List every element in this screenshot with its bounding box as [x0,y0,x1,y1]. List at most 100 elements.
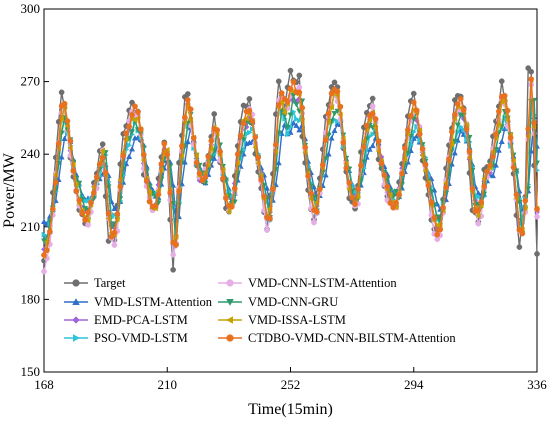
data-point [140,151,147,158]
data-point [55,140,62,147]
data-point [272,141,279,148]
data-point [489,172,497,179]
legend-item: VMD-LSTM-Attention [64,295,213,309]
data-point [294,116,300,123]
data-point [352,201,358,207]
data-point [454,122,461,129]
data-point [263,185,271,191]
data-point [111,242,118,248]
data-point [422,161,429,168]
series-group [40,65,541,275]
data-point [493,131,499,137]
data-point [346,179,353,186]
data-point [41,268,47,275]
data-point [287,67,294,74]
data-point [44,247,50,254]
data-point [481,183,488,190]
data-point [246,96,253,102]
data-point [495,121,502,128]
data-point [431,214,438,221]
data-point [152,202,159,209]
data-point [434,231,441,238]
data-point [237,133,244,139]
data-point [507,134,514,141]
data-point [454,101,461,107]
data-point [64,118,71,124]
data-point [375,138,382,145]
data-point [193,160,200,166]
data-point [466,148,473,155]
data-point [264,227,270,233]
data-point [226,279,234,287]
data-point [516,199,523,206]
data-point [457,96,464,102]
data-point [525,126,532,132]
data-point [202,174,209,180]
data-point [484,168,490,175]
data-point [126,142,133,149]
y-tick-label: 300 [21,1,41,16]
data-point [231,199,238,206]
legend-label: VMD-CNN-LSTM-Attention [248,276,397,290]
data-point [478,199,485,205]
data-point [88,199,94,206]
data-point [275,102,282,108]
data-point [475,207,482,214]
data-point [146,198,153,205]
data-point [296,126,303,133]
data-point [428,199,435,206]
legend-label: CTDBO-VMD-CNN-BILSTM-Attention [248,331,456,345]
data-point [325,150,332,157]
legend: Target VMD-CNN-LSTM-Attention VMD-LSTM-Att… [64,276,456,345]
data-point [105,210,112,217]
data-point [328,90,335,97]
data-point [516,226,523,233]
data-point [531,120,537,126]
legend-item: VMD-CNN-GRU [218,295,338,309]
x-tick-label: 168 [34,377,54,392]
data-point [487,162,493,169]
data-point [275,78,282,85]
data-point [378,160,385,167]
data-point [475,212,481,219]
data-point [72,279,80,287]
data-point [311,219,317,226]
data-point [126,123,132,130]
data-point [302,144,309,151]
data-point [270,186,276,193]
data-point [243,115,249,122]
data-point [155,191,162,198]
data-point [184,97,191,103]
data-point [137,126,144,133]
data-point [158,161,165,167]
data-point [496,108,502,115]
y-tick-label: 180 [21,291,41,306]
data-point [451,149,458,156]
data-point [498,138,505,145]
data-point [322,137,329,144]
data-point [525,186,532,192]
data-point [167,189,174,196]
series-ctdbo-vmd-cnn-bilstm-attention [41,76,540,258]
data-point [349,194,355,201]
data-point [370,131,376,138]
data-point [47,228,53,235]
legend-item: EMD-PCA-LSTM [64,313,188,327]
data-point [179,143,185,149]
data-point [52,179,59,186]
legend-label: EMD-PCA-LSTM [94,313,188,327]
data-point [393,188,400,195]
data-point [226,334,234,342]
data-point [96,161,103,167]
data-point [299,104,306,111]
data-point [355,186,361,193]
data-point [187,106,194,113]
data-point [146,189,152,196]
data-point [205,154,212,160]
x-tick-label: 252 [281,377,301,392]
data-point [205,161,211,169]
data-point [73,187,80,194]
legend-label: Target [94,276,126,290]
data-point [85,222,91,228]
